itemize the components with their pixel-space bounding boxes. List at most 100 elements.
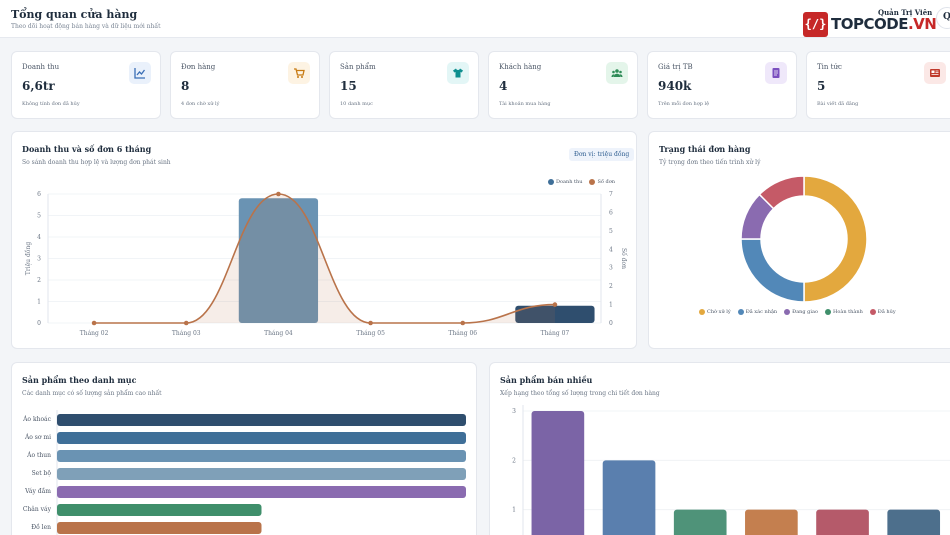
x-tick-label: Tháng 02 [80, 330, 109, 337]
stat-label: Đơn hàng [181, 63, 216, 71]
category-bar[interactable] [57, 522, 262, 534]
newspaper-icon [924, 62, 946, 84]
legend-item-orders[interactable]: Số đơn [589, 179, 615, 185]
stat-note: Không tính đơn đã hủy [22, 101, 80, 107]
best-seller-chart-title: Sản phẩm bán nhiều [500, 375, 593, 385]
page-title: Tổng quan cửa hàng [11, 8, 138, 21]
y2-tick-label: 0 [609, 320, 613, 327]
stat-value: 4 [499, 79, 508, 93]
y2-tick-label: 7 [609, 191, 613, 198]
x-tick-label: Tháng 07 [541, 330, 570, 337]
avatar[interactable]: Q [936, 7, 950, 29]
y-tick-label: 1 [512, 507, 516, 514]
legend-item-revenue[interactable]: Doanh thu [548, 179, 582, 185]
cart-icon [288, 62, 310, 84]
top-header: Tổng quan cửa hàng Theo dõi hoạt động bá… [0, 0, 950, 38]
status-chart-card: Trạng thái đơn hàng Tỷ trọng đơn theo ti… [648, 131, 950, 349]
best-seller-bar[interactable] [673, 509, 727, 535]
stat-card-6[interactable]: Tin tức 5 Bài viết đã đăng [806, 51, 950, 119]
status-legend-item[interactable]: Đã xác nhận [737, 309, 777, 315]
category-bar[interactable] [57, 414, 466, 426]
revenue-bar[interactable] [515, 305, 595, 323]
x-tick-label: Tháng 03 [172, 330, 201, 337]
best-seller-bar[interactable] [887, 509, 941, 535]
stat-card-3[interactable]: Sản phẩm 15 10 danh mục [329, 51, 479, 119]
x-tick-label: Tháng 04 [264, 330, 293, 337]
category-bar[interactable] [57, 432, 466, 444]
orders-point[interactable] [183, 320, 189, 326]
y-tick-label: 5 [37, 213, 41, 220]
y-axis-label: Triệu đồng [24, 242, 32, 275]
revenue-bar[interactable] [238, 198, 319, 323]
category-label: Áo thun [26, 452, 51, 459]
stat-value: 8 [181, 79, 190, 93]
y2-tick-label: 1 [609, 302, 613, 309]
y-tick-label: 2 [37, 277, 41, 284]
best-seller-chart: 1 2 3 [512, 405, 950, 535]
stat-label: Tin tức [817, 63, 842, 71]
y-tick-label: 3 [512, 408, 516, 415]
stat-card-4[interactable]: Khách hàng 4 Tài khoản mua hàng [488, 51, 638, 119]
status-legend-item[interactable]: Hoàn thành [824, 309, 863, 315]
stat-card-2[interactable]: Đơn hàng 8 4 đơn chờ xử lý [170, 51, 320, 119]
orders-point[interactable] [552, 302, 558, 307]
orders-point[interactable] [91, 320, 97, 326]
category-bar[interactable] [57, 486, 466, 498]
status-slice[interactable] [758, 175, 805, 210]
status-slice[interactable] [803, 175, 868, 303]
status-legend-item[interactable]: Đã hủy [869, 309, 896, 315]
orders-point[interactable] [368, 320, 373, 326]
y2-tick-label: 3 [609, 265, 613, 272]
y-tick-label: 1 [37, 299, 41, 306]
revenue-chart-title: Doanh thu và số đơn 6 tháng [22, 144, 152, 154]
category-bar[interactable] [57, 450, 466, 462]
status-legend: Chờ xử lý Đã xác nhận Đang giao Hoàn thành Đ… [699, 309, 896, 315]
best-seller-chart-card: Sản phẩm bán nhiều Xếp hạng theo tổng số… [489, 362, 950, 535]
best-seller-bar[interactable] [531, 411, 585, 535]
stat-value: 6,6tr [22, 79, 55, 93]
category-label: Áo sơ mi [24, 434, 51, 441]
category-bar[interactable] [57, 504, 262, 516]
status-slice[interactable] [740, 238, 805, 303]
user-name[interactable]: Quản Trị Viên [878, 8, 933, 17]
category-chart-subtitle: Các danh mục có số lượng sản phẩm cao nh… [22, 390, 162, 397]
stat-card-1[interactable]: Doanh thu 6,6tr Không tính đơn đã hủy [11, 51, 161, 119]
best-seller-chart-subtitle: Xếp hạng theo tổng số lượng trong chi ti… [500, 390, 660, 397]
y-tick-label: 4 [37, 234, 41, 241]
category-chart: Áo khoác Áo sơ mi Áo thun Set bộ Váy đầm Chân… [22, 410, 466, 535]
y2-tick-label: 5 [609, 228, 613, 235]
y-tick-label: 2 [512, 457, 516, 464]
status-legend-item[interactable]: Đang giao [784, 309, 818, 315]
status-donut-chart [740, 175, 868, 303]
stat-card-5[interactable]: Giá trị TB 940k Trên mỗi đơn hợp lệ [647, 51, 797, 119]
users-icon [606, 62, 628, 84]
status-chart-title: Trạng thái đơn hàng [659, 144, 751, 154]
logo-text: TOPCODE.VN [831, 15, 937, 33]
stat-value: 940k [658, 79, 692, 93]
chart-line-icon [129, 62, 151, 84]
stat-note: Tài khoản mua hàng [499, 101, 551, 107]
logo[interactable]: {/} TOPCODE.VN [803, 11, 937, 37]
orders-point[interactable] [276, 191, 281, 197]
category-bar[interactable] [57, 468, 466, 480]
best-seller-bar[interactable] [816, 509, 869, 535]
stat-label: Sản phẩm [340, 63, 376, 71]
category-label: Váy đầm [24, 487, 51, 495]
stat-label: Giá trị TB [658, 63, 693, 71]
revenue-chart-subtitle: So sánh doanh thu hợp lệ và lượng đơn ph… [22, 159, 171, 166]
y2-tick-label: 2 [609, 283, 613, 290]
x-tick-label: Tháng 05 [356, 330, 385, 337]
stat-note: 4 đơn chờ xử lý [181, 101, 220, 107]
y2-axis-label: Số đơn [620, 248, 627, 269]
category-chart-title: Sản phẩm theo danh mục [22, 375, 137, 385]
logo-mark-icon: {/} [803, 11, 828, 37]
best-seller-bar[interactable] [745, 509, 798, 535]
stat-value: 5 [817, 79, 826, 93]
y2-tick-label: 4 [609, 246, 613, 253]
category-label: Chân váy [23, 506, 52, 513]
x-tick-label: Tháng 06 [448, 330, 477, 337]
status-legend-item[interactable]: Chờ xử lý [699, 309, 731, 315]
orders-point[interactable] [460, 320, 466, 326]
best-seller-bar[interactable] [602, 460, 656, 535]
revenue-chart: 0 1 2 3 4 5 6 0 1 2 3 4 5 6 7 Triệu đồng Số đơn Tháng 02 T… [24, 191, 627, 337]
